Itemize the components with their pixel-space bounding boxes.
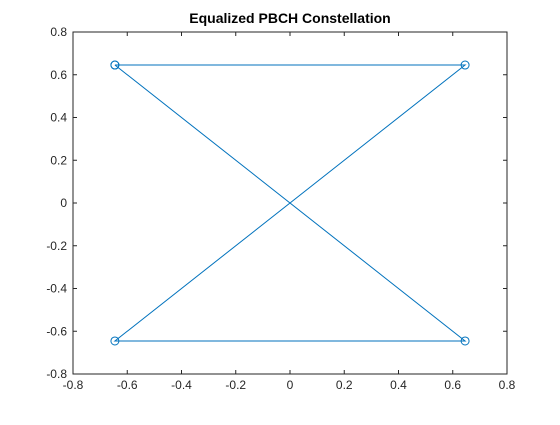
y-tick-label: -0.4 — [46, 282, 67, 296]
chart-title: Equalized PBCH Constellation — [189, 10, 390, 26]
y-tick-label: 0.2 — [50, 153, 67, 167]
x-tick-label: -0.8 — [63, 378, 84, 392]
y-tick-label: 0.4 — [50, 111, 67, 125]
plot-area-box — [72, 31, 508, 375]
x-tick-label: -0.6 — [117, 378, 138, 392]
x-tick-label: 0 — [287, 378, 294, 392]
y-tick-label: 0 — [60, 196, 67, 210]
y-tick-label: 0.8 — [50, 25, 67, 39]
data-point-marker — [460, 60, 470, 70]
data-point-marker — [460, 336, 470, 346]
y-tick-label: -0.6 — [46, 324, 67, 338]
x-tick-label: -0.2 — [225, 378, 246, 392]
series-layer — [110, 60, 470, 346]
x-tick-label: -0.4 — [171, 378, 192, 392]
y-tick-label: 0.6 — [50, 68, 67, 82]
ticks-layer: -0.8 -0.6 -0.4 -0.2 0 0.2 0.4 0.6 0.8 -0.8 -0.6 -0.… — [46, 25, 515, 392]
x-tick-label: 0.6 — [444, 378, 461, 392]
x-tick-label: 0.4 — [390, 378, 407, 392]
y-tick-label: -0.8 — [46, 367, 67, 381]
data-point-marker — [110, 60, 120, 70]
x-tick-label: 0.8 — [499, 378, 516, 392]
data-point-marker — [110, 336, 120, 346]
series-line — [113, 64, 467, 342]
x-tick-label: 0.2 — [336, 378, 353, 392]
y-tick-label: -0.2 — [46, 239, 67, 253]
